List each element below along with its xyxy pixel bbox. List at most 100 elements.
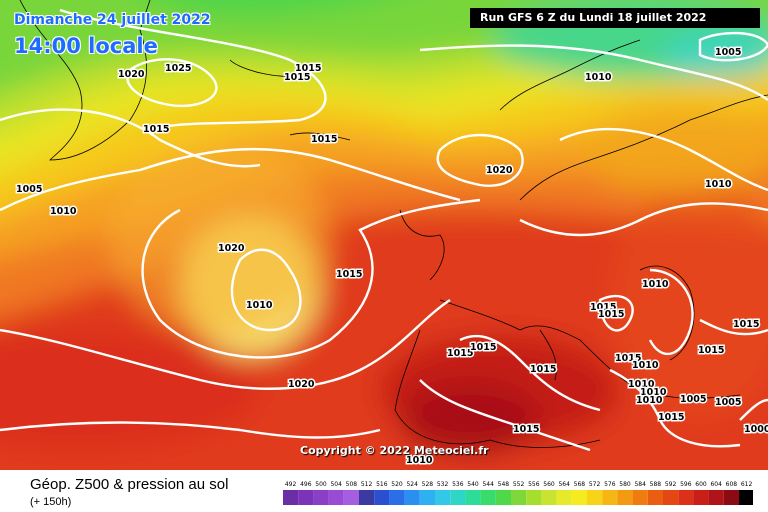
scale-swatch — [663, 490, 679, 505]
isobar-label: 1015 — [590, 302, 616, 313]
scale-tick-label: 588 — [650, 481, 662, 488]
scale-tick-label: 608 — [726, 481, 738, 488]
scale-swatch — [298, 490, 314, 505]
scale-tick-label: 536 — [452, 481, 464, 488]
scale-swatch — [313, 490, 329, 505]
scale-swatch — [389, 490, 405, 505]
scale-swatch — [404, 490, 420, 505]
scale-swatch — [556, 490, 572, 505]
scale-tick-label: 592 — [665, 481, 677, 488]
isobar-label: 1005 — [715, 47, 741, 58]
scale-swatch — [359, 490, 375, 505]
weather-map: 1015 1025 1020 1015 1015 1010 1005 1005 … — [0, 0, 768, 470]
isobar-label: 1015 — [143, 124, 169, 135]
scale-swatch — [328, 490, 344, 505]
scale-swatch — [343, 490, 359, 505]
scale-tick-label: 560 — [543, 481, 555, 488]
scale-tick-label: 520 — [391, 481, 403, 488]
scale-tick-label: 508 — [346, 481, 358, 488]
isobar-label: 1020 — [118, 69, 145, 80]
scale-swatch — [435, 490, 451, 505]
scale-tick-label: 516 — [376, 481, 388, 488]
isobar-label: 1010 — [636, 395, 663, 406]
isobar-labels: 1015 1025 1020 1015 1015 1010 1005 1005 … — [15, 46, 768, 468]
scale-tick-label: 540 — [467, 481, 479, 488]
scale-swatch — [693, 490, 709, 505]
isobar-label: 1010 — [705, 179, 732, 190]
coastlines — [19, 0, 768, 448]
forecast-date: Dimanche 24 juillet 2022 — [14, 12, 211, 28]
scale-swatch — [541, 490, 557, 505]
isobar-label: 1015 — [284, 72, 310, 83]
isobars — [0, 8, 768, 452]
geopotential-field — [0, 0, 768, 470]
scale-swatch — [708, 490, 724, 505]
scale-tick-label: 528 — [422, 481, 434, 488]
scale-swatch — [602, 490, 618, 505]
isobar-label: 1015 — [513, 424, 539, 435]
color-scale: 492 496 500 504 508 512 516 520 524 528 532 536 540 5… — [283, 481, 753, 505]
scale-tick-label: 496 — [300, 481, 312, 488]
isobar-label: 1025 — [165, 63, 191, 74]
scale-swatch — [647, 490, 663, 505]
isobar-label: 1000 — [744, 424, 768, 435]
scale-tick-label: 548 — [498, 481, 510, 488]
scale-tick-label: 504 — [330, 481, 342, 488]
scale-swatch — [374, 490, 390, 505]
isobar-label: 1020 — [486, 165, 513, 176]
scale-tick-label: 572 — [589, 481, 601, 488]
isobar-label: 1015 — [698, 345, 724, 356]
isobar-label: 1010 — [406, 455, 433, 466]
isobar-label: 1005 — [715, 397, 741, 408]
isobar-label: 1015 — [598, 309, 624, 320]
scale-swatch — [511, 490, 527, 505]
scale-swatch — [571, 490, 587, 505]
isobar-label: 1010 — [246, 300, 273, 311]
scale-swatch — [480, 490, 496, 505]
isobar-label: 1010 — [50, 206, 77, 217]
scale-tick-label: 512 — [361, 481, 373, 488]
scale-tick-label: 524 — [406, 481, 418, 488]
scale-tick-label: 500 — [315, 481, 327, 488]
isobar-label: 1015 — [447, 348, 473, 359]
isobar-label: 1020 — [218, 243, 245, 254]
scale-swatch — [723, 490, 739, 505]
isobar-label: 1005 — [16, 184, 42, 195]
scale-tick-label: 612 — [741, 481, 753, 488]
isobar-label: 1015 — [530, 364, 556, 375]
isobar-label: 1020 — [288, 379, 315, 390]
field-title: Géop. Z500 & pression au sol — [30, 476, 229, 493]
lead-time: (+ 150h) — [30, 496, 72, 508]
scale-tick-label: 580 — [619, 481, 631, 488]
scale-tick-label: 596 — [680, 481, 692, 488]
scale-swatch — [617, 490, 633, 505]
scale-swatch — [739, 490, 753, 505]
scale-swatch — [632, 490, 648, 505]
model-run-label: Run GFS 6 Z du Lundi 18 juillet 2022 — [470, 8, 760, 28]
scale-swatch — [678, 490, 694, 505]
isobar-label: 1015 — [295, 63, 321, 74]
isobar-label: 1010 — [640, 387, 667, 398]
scale-tick-label: 604 — [710, 481, 722, 488]
isobar-label: 1015 — [470, 342, 496, 353]
scale-tick-label: 552 — [513, 481, 525, 488]
scale-tick-label: 532 — [437, 481, 449, 488]
scale-swatch — [450, 490, 466, 505]
scale-swatch — [283, 490, 299, 505]
scale-tick-label: 600 — [695, 481, 707, 488]
scale-tick-label: 556 — [528, 481, 540, 488]
scale-swatch — [587, 490, 603, 505]
isobar-label: 1015 — [615, 353, 641, 364]
scale-swatch — [526, 490, 542, 505]
scale-tick-label: 564 — [558, 481, 570, 488]
isobar-label: 1010 — [642, 279, 669, 290]
scale-swatch — [465, 490, 481, 505]
isobar-label: 1015 — [311, 134, 337, 145]
isobar-label: 1010 — [632, 360, 659, 371]
isobar-label: 1015 — [658, 412, 684, 423]
isobar-label: 1010 — [628, 379, 655, 390]
scale-tick-label: 584 — [634, 481, 646, 488]
scale-tick-label: 568 — [574, 481, 586, 488]
scale-tick-label: 544 — [482, 481, 494, 488]
isobar-label: 1015 — [733, 319, 759, 330]
